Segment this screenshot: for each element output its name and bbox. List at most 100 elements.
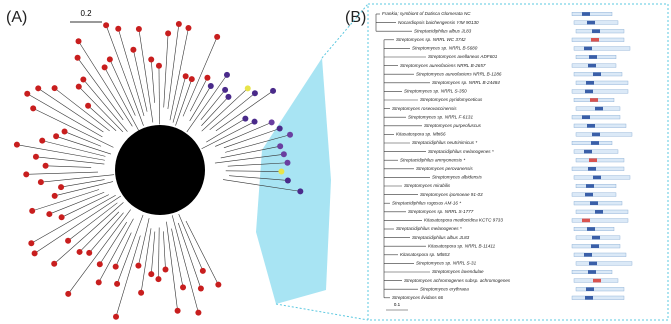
branch (150, 231, 156, 275)
domain-block (595, 210, 603, 214)
tree-b: Frankia; symbiont of Datisca Glomerata N… (375, 11, 633, 300)
leaf-dot (51, 260, 58, 267)
leaf-dot (76, 248, 83, 255)
taxon-label: Streptomyces aureofaciens NRRL B-1286 (416, 71, 502, 76)
taxon-label: Kitasatospora sp. Mbt66 (396, 132, 446, 137)
leaf-dot (51, 192, 58, 199)
branch (158, 65, 160, 125)
leaf-dot (195, 309, 202, 316)
domain-bar (573, 252, 627, 257)
leaf-dot (58, 184, 65, 191)
domain-bar (573, 20, 619, 25)
branch (56, 136, 112, 155)
branch (77, 57, 124, 121)
branch (225, 134, 291, 153)
domain-bar (573, 175, 631, 180)
domain-block (584, 253, 592, 257)
panel-label: (A) (6, 9, 27, 26)
leaf-dot (138, 289, 145, 296)
leaf-dot (95, 279, 102, 286)
leaf-dot (287, 131, 294, 138)
branch (61, 179, 105, 188)
branch (169, 27, 189, 121)
domain-block (593, 278, 601, 283)
branch (201, 88, 248, 132)
tree-a (13, 21, 304, 320)
domain-block (595, 106, 603, 111)
leaf-dot (103, 22, 110, 29)
branch (186, 74, 228, 133)
branch (227, 162, 288, 167)
leaf-dot (135, 25, 142, 32)
leaf-dot (214, 33, 221, 40)
branch (54, 87, 110, 132)
domain-bar (571, 295, 625, 300)
branch (223, 128, 280, 149)
branch (83, 79, 128, 132)
branch (163, 231, 166, 270)
taxon-label: Streptomyces perovanensis (416, 166, 473, 171)
taxon-label: Streptomyces sp. NRRL S-350 (404, 89, 467, 94)
leaf-dot (106, 56, 113, 63)
branch (98, 218, 134, 283)
domain-block (588, 63, 596, 68)
domain-bar (573, 123, 627, 128)
leaf-dot (278, 168, 285, 175)
taxon-label: Streptomyces erythraea (420, 286, 469, 291)
taxon-label: Frankia; symbiont of Datisca Glomerata N… (382, 11, 471, 16)
domain-bar (575, 80, 629, 85)
branch (68, 209, 131, 295)
domain-bar (571, 192, 617, 197)
domain-block (586, 81, 594, 85)
domain-block (582, 218, 590, 223)
leaf-dot (297, 188, 304, 195)
leaf-dot (135, 262, 142, 269)
domain-block (585, 89, 593, 94)
taxon-label: Streptomyces lividans 66 (392, 295, 444, 300)
domain-block (590, 98, 598, 102)
domain-block (586, 184, 594, 188)
branch (54, 181, 114, 197)
highlight-wedge (256, 58, 331, 304)
branch (189, 85, 212, 122)
domain-block (588, 270, 596, 274)
branch (138, 28, 154, 123)
domain-bar (575, 287, 625, 292)
domain-block (593, 175, 601, 180)
branch (215, 122, 272, 147)
leaf-dot (35, 85, 42, 92)
domain-block (582, 115, 590, 119)
leaf-dot (251, 118, 258, 125)
branch (206, 118, 246, 143)
leaf-dot (28, 240, 35, 247)
branch (150, 59, 155, 103)
domain-block (589, 55, 597, 59)
domain-bar (575, 261, 633, 266)
domain-bar (575, 183, 617, 188)
branch (78, 41, 133, 127)
taxon-label: Streptacidiphilus anmyonensis * (400, 157, 465, 162)
leaf-dot (148, 271, 155, 278)
leaf-dot (174, 307, 181, 314)
leaf-dot (42, 162, 49, 169)
branch (89, 212, 124, 254)
domain-block (592, 132, 600, 137)
branch (116, 214, 144, 284)
leaf-dot (112, 263, 119, 270)
branch (27, 93, 103, 138)
leaf-dot (37, 179, 44, 186)
domain-bar (573, 149, 619, 154)
leaf-dot (130, 46, 137, 53)
leaf-dot (113, 313, 120, 320)
taxon-label: Streptomyces sp. NRRL S-1777 (408, 209, 474, 214)
leaf-dot (32, 153, 39, 160)
leaf-dot (280, 151, 287, 158)
leaf-dot (86, 249, 93, 256)
branch (67, 202, 118, 242)
branch (42, 140, 106, 157)
leaf-dot (225, 93, 232, 100)
leaf-dot (276, 125, 283, 132)
leaf-dot (204, 74, 211, 81)
branch (158, 227, 160, 280)
branch (33, 108, 114, 148)
